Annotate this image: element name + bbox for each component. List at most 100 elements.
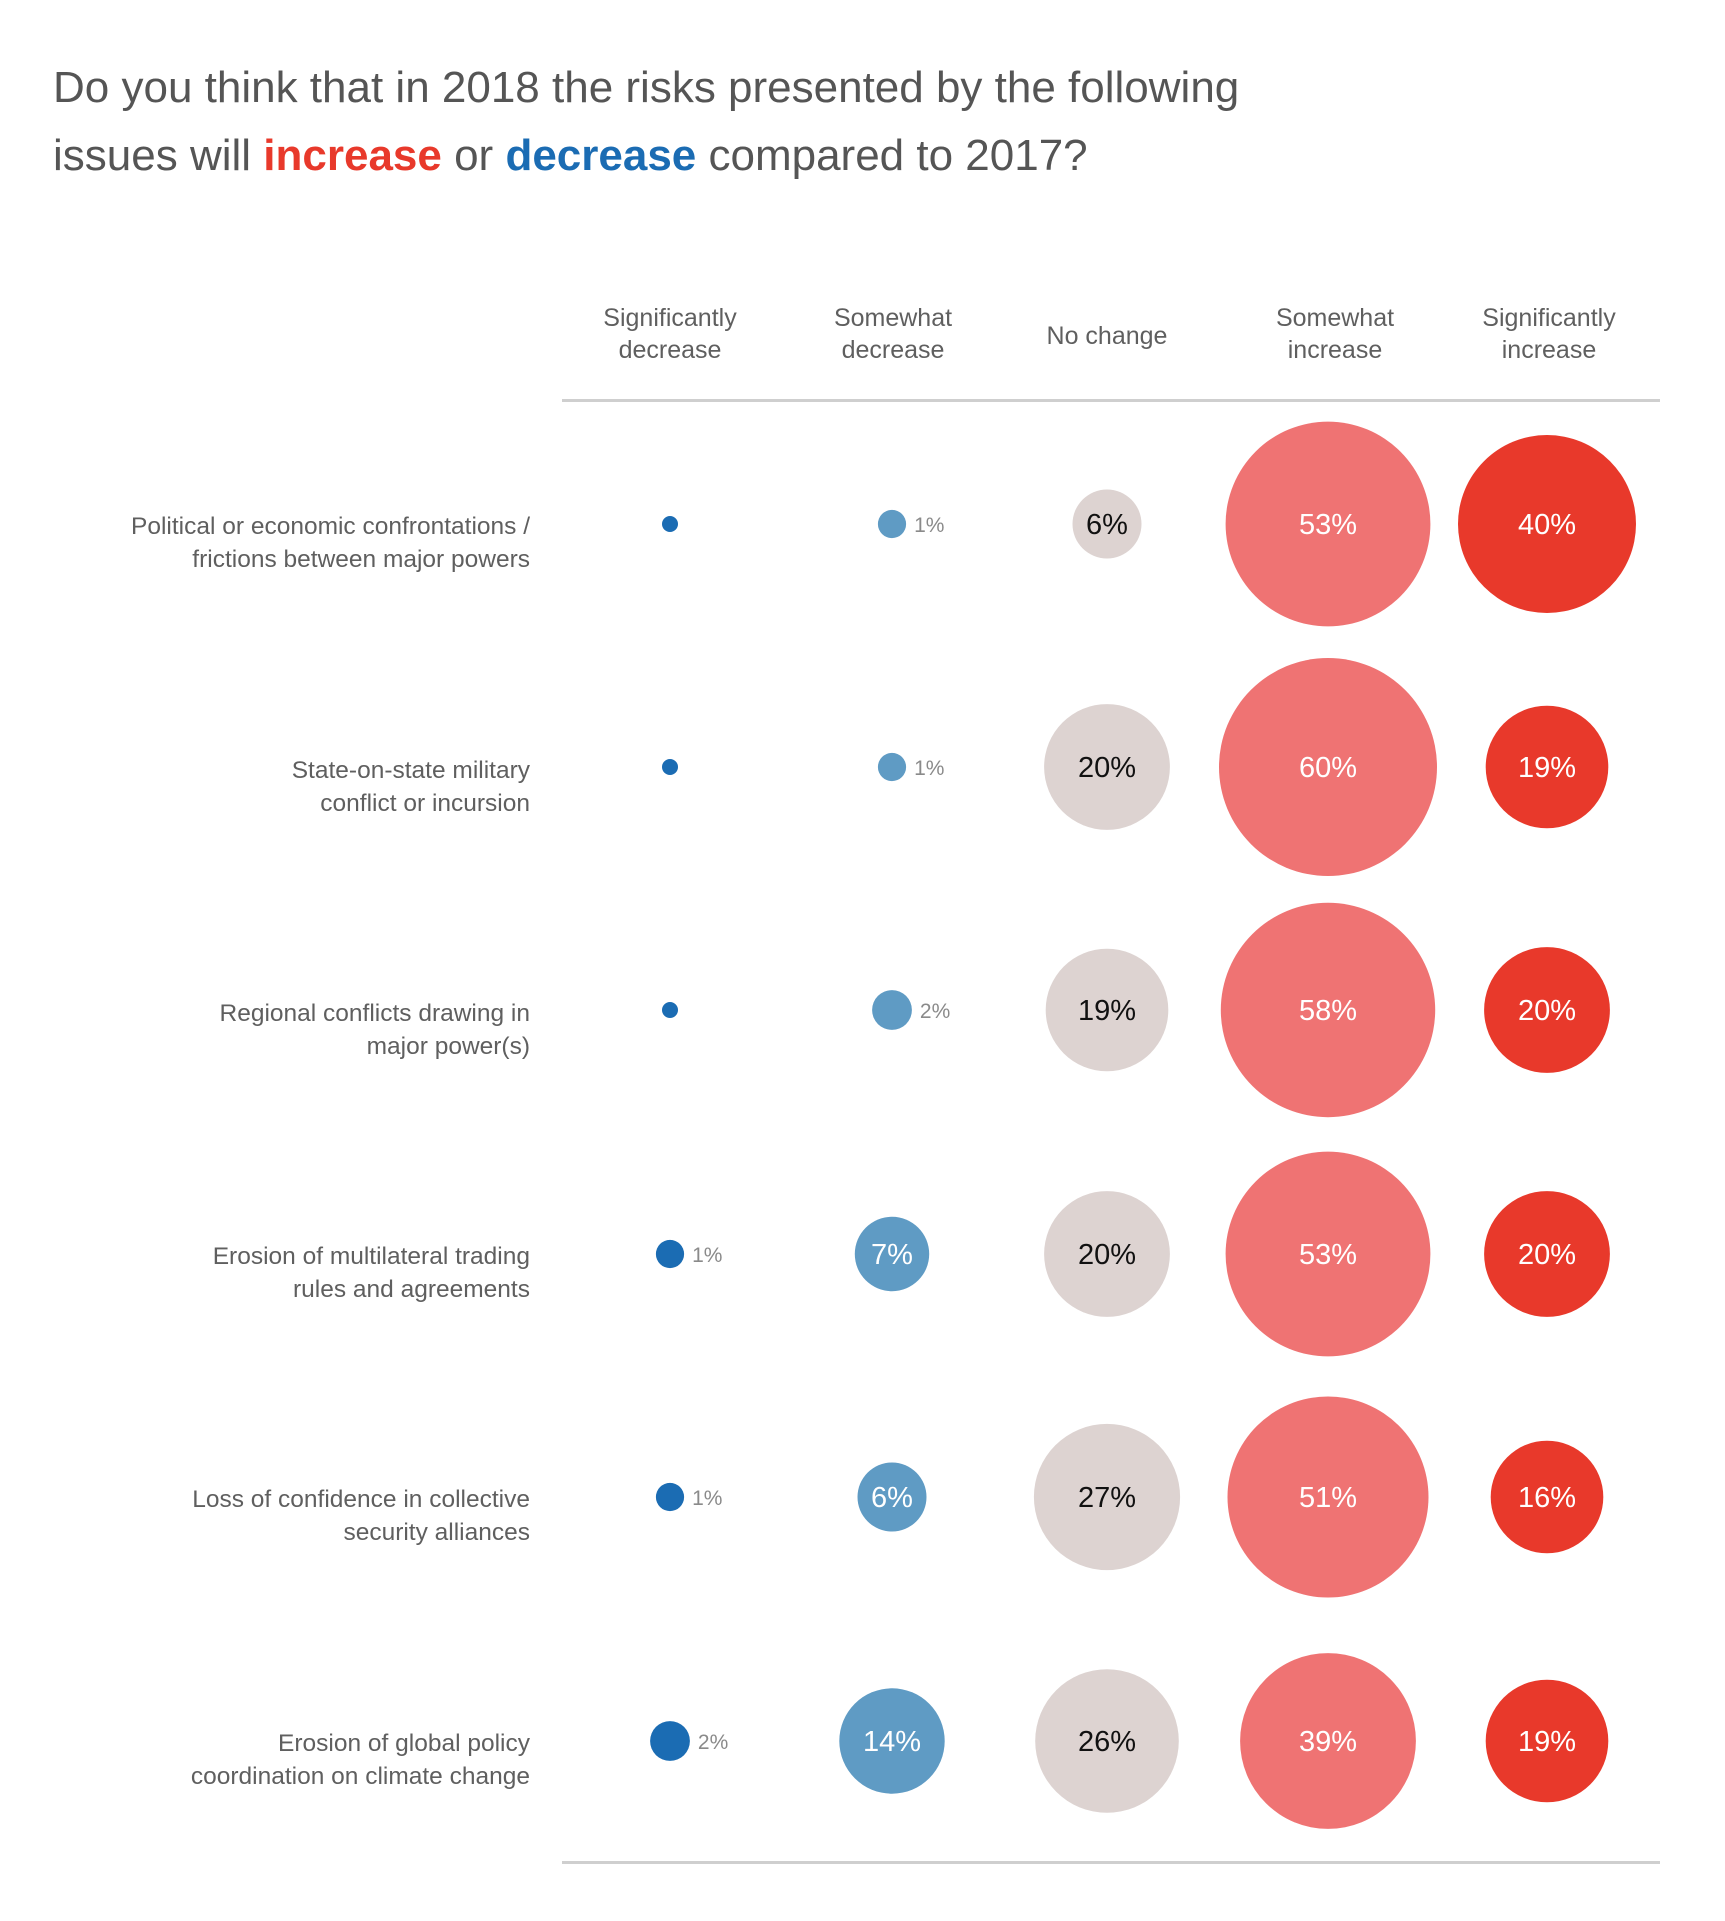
row-label-line: Political or economic confrontations / xyxy=(131,513,530,540)
bubble-significantly-increase xyxy=(1490,1440,1604,1554)
bubble-value-label: 1% xyxy=(914,514,944,537)
bubble-significantly-decrease xyxy=(662,759,678,775)
bubble-value-label: 26% xyxy=(1078,1726,1136,1758)
bubble-value-label: 1% xyxy=(692,1487,722,1510)
bubble-somewhat-decrease xyxy=(872,990,912,1030)
row-label-line: Erosion of multilateral trading xyxy=(212,1243,530,1270)
row-label-line: Erosion of global policy xyxy=(278,1730,530,1757)
title-line-2: issues will increase or decrease compare… xyxy=(53,122,1453,190)
bubble-somewhat-increase xyxy=(1220,902,1436,1118)
bubble-value-label: 1% xyxy=(692,1244,722,1267)
bubble-somewhat-increase xyxy=(1225,421,1431,627)
bubble-significantly-increase xyxy=(1484,1191,1610,1317)
bubble-somewhat-decrease xyxy=(877,752,907,782)
bubble-somewhat-decrease xyxy=(854,1216,930,1292)
title-decrease-word: decrease xyxy=(505,131,697,180)
bubble-value-label: 58% xyxy=(1299,995,1357,1027)
bubble-significantly-decrease xyxy=(655,1482,685,1512)
bubble-somewhat-decrease xyxy=(877,509,907,539)
column-header-line: Significantly xyxy=(603,304,737,332)
bubble-significantly-increase xyxy=(1484,947,1610,1073)
bubble-somewhat-increase xyxy=(1225,1151,1431,1357)
column-header-line: Somewhat xyxy=(1275,304,1395,332)
bubble-value-label: 39% xyxy=(1299,1726,1357,1758)
row-label-regional-conflicts: Regional conflicts drawing in major powe… xyxy=(10,997,531,1063)
bubble-value-label: 7% xyxy=(871,1239,913,1271)
bubble-value-label: 53% xyxy=(1299,509,1357,541)
bubble-significantly-decrease xyxy=(655,1239,685,1269)
row-label-multilateral-trading: Erosion of multilateral trading rules an… xyxy=(10,1240,530,1306)
bubble-value-label: 51% xyxy=(1299,1482,1357,1514)
column-header-line: increase xyxy=(1501,336,1597,364)
column-header-line: Somewhat xyxy=(833,304,953,332)
row-label-line: Loss of confidence in collective xyxy=(192,1486,530,1513)
bubble-value-label: 19% xyxy=(1078,995,1136,1027)
column-header-line: decrease xyxy=(841,336,945,364)
column-header-somewhat-decrease: Somewhat decrease xyxy=(793,302,993,366)
row-label-line: major power(s) xyxy=(366,1033,530,1060)
column-header-no-change: No change xyxy=(1007,320,1207,352)
bubble-somewhat-decrease xyxy=(857,1462,927,1532)
bubble-significantly-decrease xyxy=(662,1002,678,1018)
column-header-significantly-decrease: Significantly decrease xyxy=(570,302,770,366)
column-header-line: No change xyxy=(1046,322,1168,350)
bubble-value-label: 2% xyxy=(920,1000,950,1023)
bubble-value-label: 20% xyxy=(1518,995,1576,1027)
bubble-value-label: 19% xyxy=(1518,1726,1576,1758)
row-label-climate-coordination: Erosion of global policy coordination on… xyxy=(10,1727,530,1793)
column-header-somewhat-increase: Somewhat increase xyxy=(1235,302,1435,366)
row-label-line: Regional conflicts drawing in xyxy=(219,1000,531,1027)
bubble-significantly-increase xyxy=(1458,435,1636,613)
bubble-no-change xyxy=(1044,1191,1170,1317)
bubble-value-label: 6% xyxy=(871,1482,913,1514)
column-header-line: Significantly xyxy=(1482,304,1616,332)
bubble-significantly-increase xyxy=(1485,1679,1609,1803)
title-increase-word: increase xyxy=(263,131,442,180)
bubble-value-label: 19% xyxy=(1518,752,1576,784)
bubble-value-label: 14% xyxy=(863,1726,921,1758)
bubble-no-change xyxy=(1033,1423,1181,1571)
row-label-major-power-frictions: Political or economic confrontations / f… xyxy=(10,510,530,576)
bubble-value-label: 6% xyxy=(1086,509,1128,541)
bubble-value-label: 16% xyxy=(1518,1482,1576,1514)
bubble-significantly-increase xyxy=(1485,705,1609,829)
column-header-significantly-increase: Significantly increase xyxy=(1449,302,1649,366)
bubble-somewhat-increase xyxy=(1227,1396,1429,1598)
column-header-line: increase xyxy=(1287,336,1383,364)
bubble-value-label: 40% xyxy=(1518,509,1576,541)
title-suffix: compared to 2017? xyxy=(696,131,1088,180)
bubble-value-label: 53% xyxy=(1299,1239,1357,1271)
bubble-value-label: 20% xyxy=(1518,1239,1576,1271)
title-line-1: Do you think that in 2018 the risks pres… xyxy=(53,63,1240,112)
bottom-divider xyxy=(562,1861,1660,1864)
row-label-line: rules and agreements xyxy=(293,1276,530,1303)
bubble-no-change xyxy=(1072,489,1142,559)
row-label-line: conflict or incursion xyxy=(320,790,530,817)
bubble-value-label: 60% xyxy=(1299,752,1357,784)
row-label-state-military-conflict: State-on-state military conflict or incu… xyxy=(10,754,530,820)
bubble-value-label: 20% xyxy=(1078,752,1136,784)
header-divider xyxy=(562,399,1660,402)
row-label-line: frictions between major powers xyxy=(192,546,530,573)
bubble-value-label: 20% xyxy=(1078,1239,1136,1271)
title-middle: or xyxy=(441,131,506,180)
bubble-no-change xyxy=(1045,948,1169,1072)
row-label-line: coordination on climate change xyxy=(190,1763,530,1790)
column-header-line: decrease xyxy=(618,336,722,364)
row-label-line: State-on-state military xyxy=(291,757,530,784)
bubble-value-label: 1% xyxy=(914,757,944,780)
bubble-somewhat-increase xyxy=(1240,1653,1416,1829)
bubble-no-change xyxy=(1035,1669,1179,1813)
bubble-somewhat-decrease xyxy=(839,1688,945,1794)
bubble-significantly-decrease xyxy=(662,516,678,532)
chart-title: Do you think that in 2018 the risks pres… xyxy=(53,54,1453,190)
row-label-line: security alliances xyxy=(343,1519,530,1546)
bubble-significantly-decrease xyxy=(650,1721,690,1761)
title-prefix: issues will xyxy=(53,131,264,180)
row-label-security-alliances: Loss of confidence in collective securit… xyxy=(10,1483,530,1549)
bubble-value-label: 2% xyxy=(698,1731,728,1754)
bubble-no-change xyxy=(1044,704,1170,830)
bubble-value-label: 27% xyxy=(1078,1482,1136,1514)
bubble-somewhat-increase xyxy=(1219,658,1437,876)
